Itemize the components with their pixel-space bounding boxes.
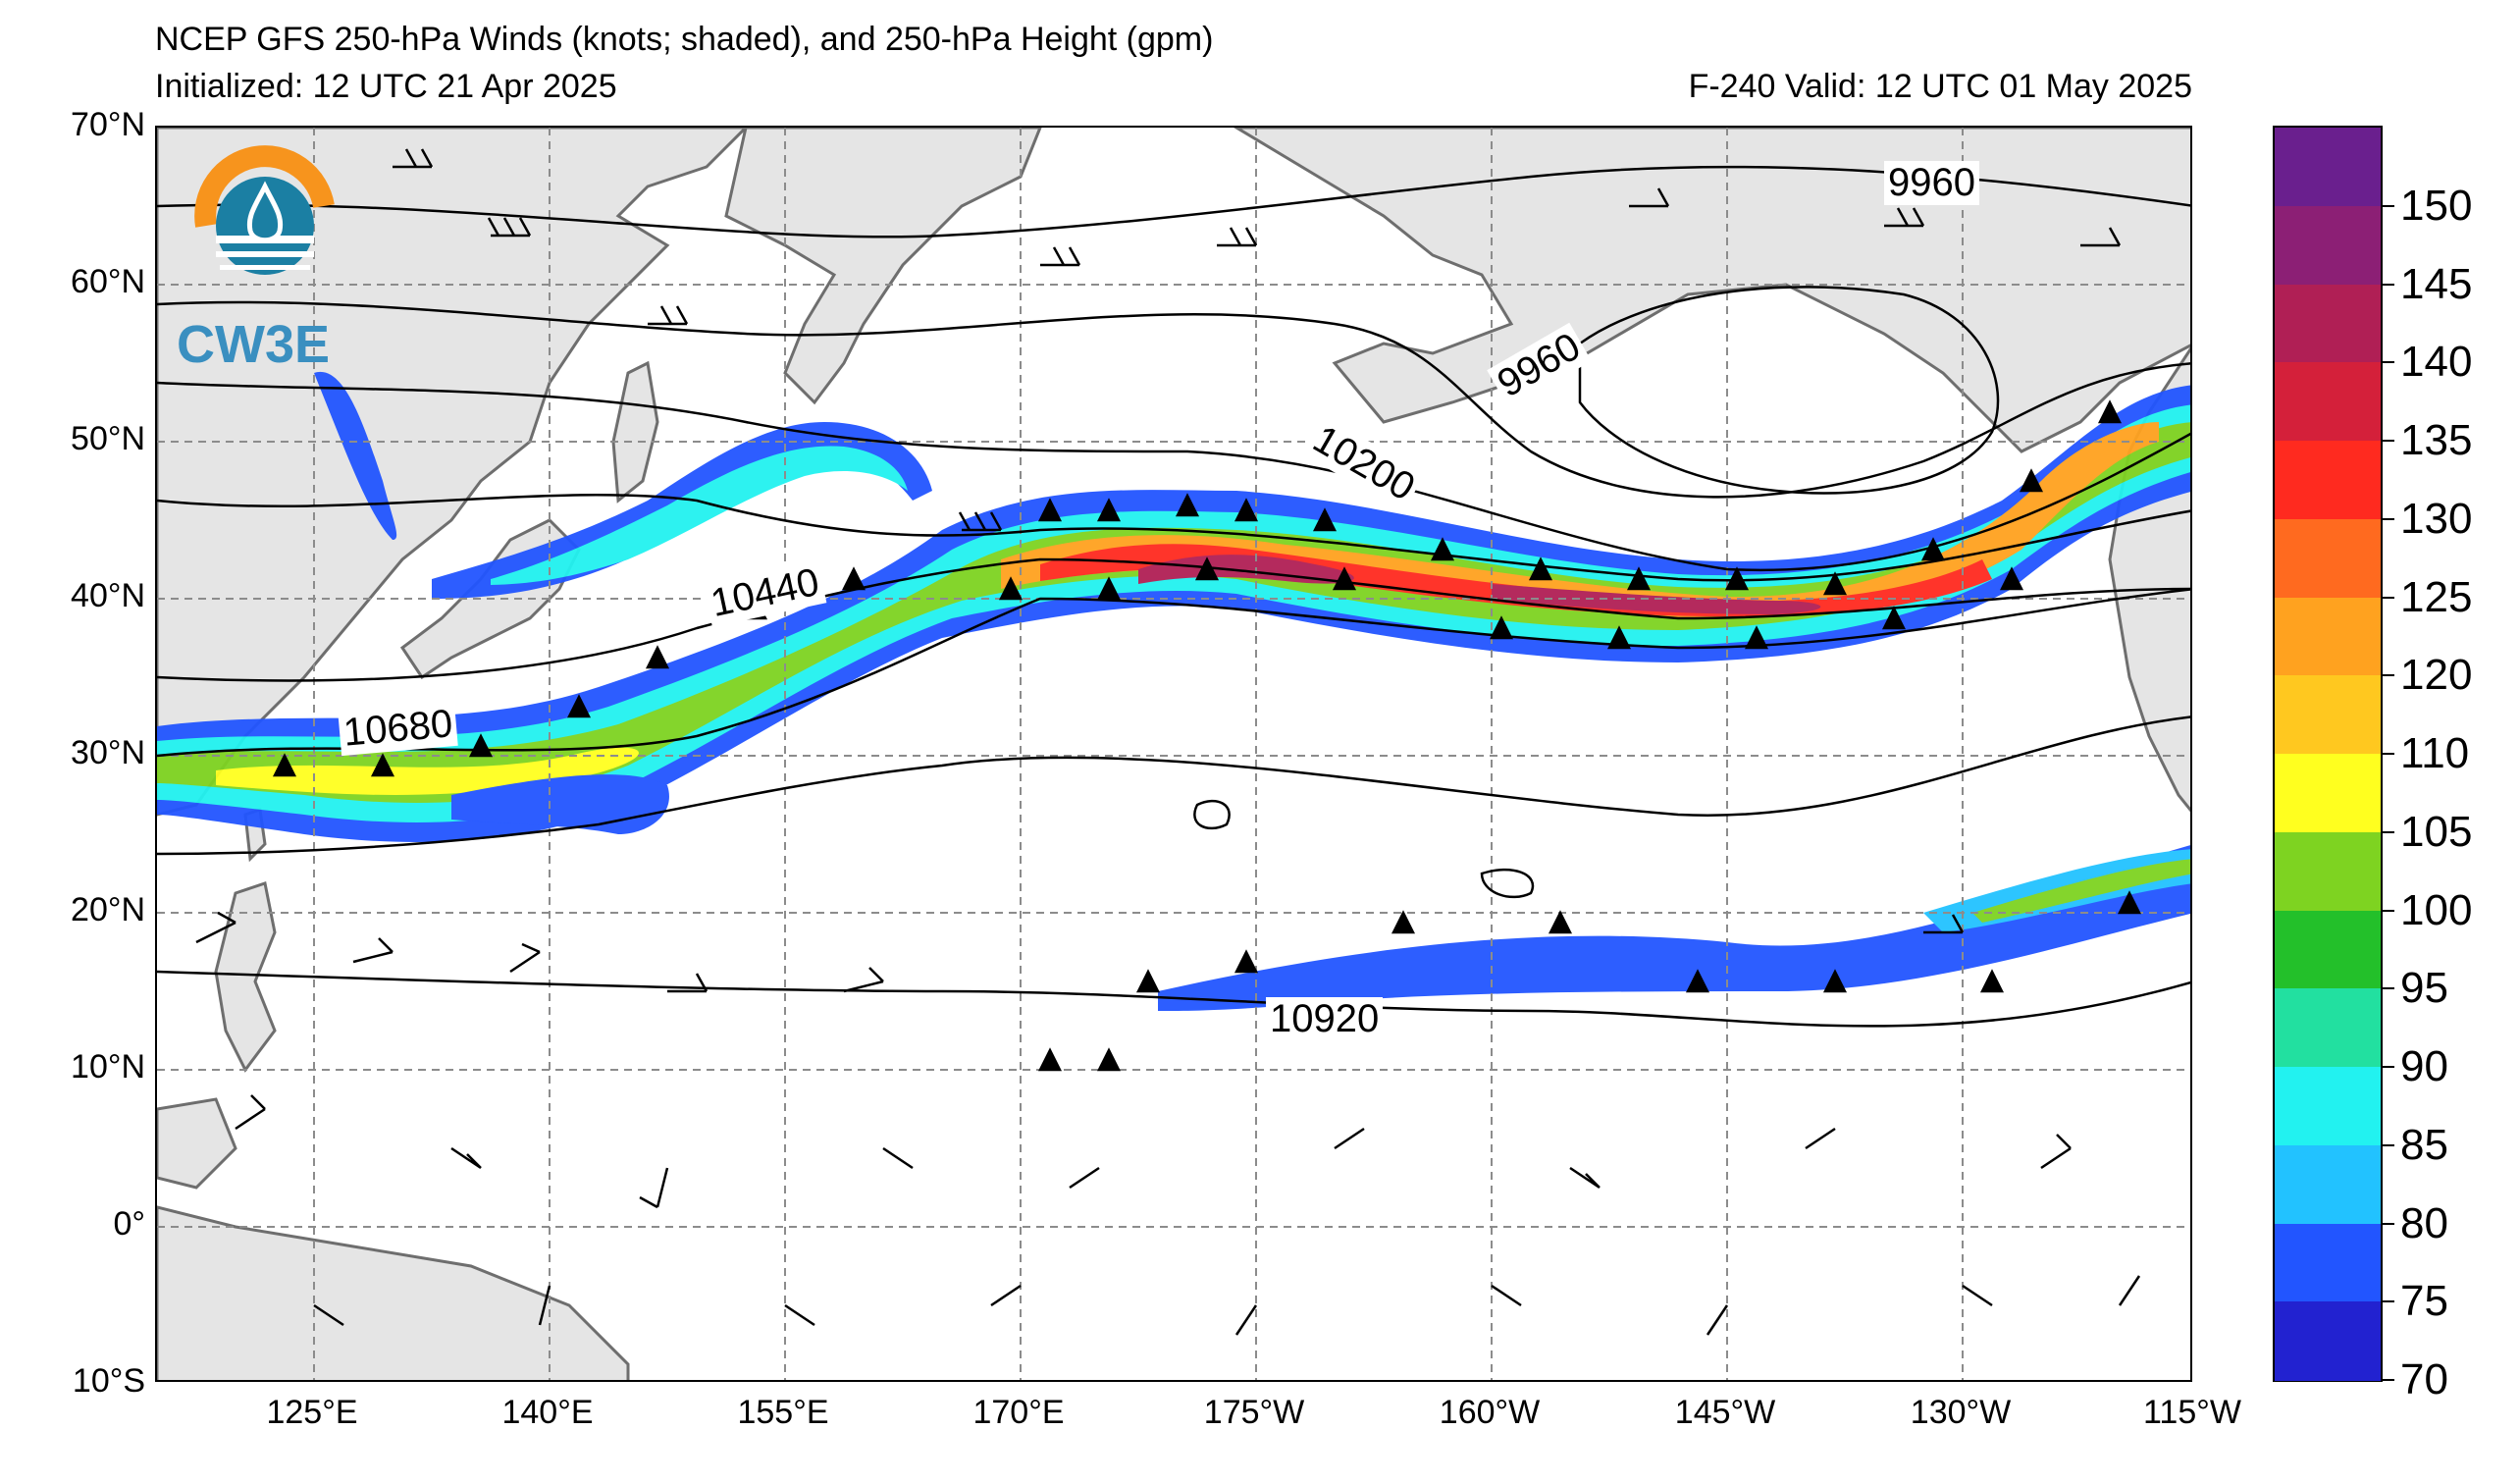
lat-label: 0° (113, 1205, 145, 1243)
colorbar-label: 150 (2400, 181, 2473, 230)
colorbar-segment (2275, 1144, 2381, 1225)
lon-label: 170°E (972, 1394, 1065, 1431)
colorbar-label: 110 (2400, 729, 2470, 777)
gridlines (157, 128, 2190, 1380)
colorbar-label: 80 (2400, 1198, 2448, 1247)
colorbar-tick (2383, 830, 2394, 833)
colorbar-segment (2275, 754, 2381, 833)
colorbar-segment (2275, 675, 2381, 755)
colorbar-tick (2383, 1143, 2394, 1146)
barb-row-subtropical (1037, 890, 2142, 1072)
colorbar-label: 135 (2400, 416, 2473, 464)
lat-label: 60°N (71, 263, 145, 300)
new-guinea-landmass (157, 1205, 630, 1380)
colorbar-segment (2275, 831, 2381, 912)
contour-label: 10920 (1266, 997, 1384, 1041)
colorbar-tick (2383, 1379, 2394, 1381)
colorbar (2273, 126, 2383, 1382)
colorbar-segment (2275, 597, 2381, 677)
colorbar-segment (2275, 441, 2381, 520)
colorbar-tick (2383, 1066, 2394, 1068)
initialized-time: Initialized: 12 UTC 21 Apr 2025 (155, 68, 617, 105)
colorbar-tick (2383, 517, 2394, 520)
colorbar-tick (2383, 361, 2394, 364)
barb-row-tropics (195, 911, 2141, 1336)
colorbar-segment (2275, 518, 2381, 599)
lon-label: 140°E (501, 1394, 594, 1431)
lon-label: 130°W (1910, 1394, 2012, 1431)
colorbar-segment (2275, 205, 2381, 286)
alaska-landmass (1234, 128, 2190, 453)
colorbar-segment (2275, 362, 2381, 442)
cw3e-logo-icon (194, 145, 335, 275)
colorbar-segment (2275, 284, 2381, 364)
colorbar-tick (2383, 753, 2394, 755)
lon-label: 115°W (2143, 1394, 2241, 1431)
kamchatka-landmass (724, 128, 1042, 405)
subtropical-jet-band (1158, 845, 2190, 1011)
colorbar-label: 130 (2400, 494, 2473, 543)
colorbar-label: 75 (2400, 1277, 2448, 1326)
colorbar-label: 90 (2400, 1042, 2448, 1090)
north-jet-band-inner (491, 446, 908, 585)
lat-label: 10°S (72, 1362, 145, 1400)
philippines-landmass (214, 881, 277, 1073)
contour-label: 9960 (1884, 161, 1979, 205)
subtropical-jet-green (1972, 859, 2190, 923)
colorbar-segment (2275, 988, 2381, 1068)
lon-label: 155°E (737, 1394, 829, 1431)
colorbar-segment (2275, 1301, 2381, 1381)
colorbar-label: 95 (2400, 964, 2448, 1013)
colorbar-tick (2383, 1222, 2394, 1225)
colorbar-label: 85 (2400, 1120, 2448, 1169)
colorbar-segment (2275, 1223, 2381, 1303)
lat-label: 50°N (71, 420, 145, 457)
colorbar-label: 100 (2400, 885, 2473, 934)
map-panel (155, 126, 2192, 1382)
cw3e-logo: CW3E (177, 137, 353, 383)
map-canvas (157, 128, 2190, 1380)
colorbar-label: 120 (2400, 651, 2473, 700)
colorbar-tick (2383, 987, 2394, 990)
lat-label: 40°N (71, 577, 145, 614)
borneo-landmass (157, 1097, 237, 1190)
okhotsk-jet-band (314, 371, 397, 540)
colorbar-tick (2383, 674, 2394, 677)
colorbar-segment (2275, 128, 2381, 207)
barb-row-north (393, 148, 2122, 326)
colorbar-label: 70 (2400, 1355, 2448, 1404)
lat-label: 10°N (71, 1048, 145, 1086)
colorbar-label: 105 (2400, 807, 2473, 856)
colorbar-label: 145 (2400, 259, 2473, 308)
colorbar-label: 125 (2400, 572, 2473, 621)
lon-label: 160°W (1439, 1394, 1541, 1431)
jet-band-100 (157, 422, 2190, 804)
colorbar-tick (2383, 440, 2394, 442)
colorbar-segment (2275, 910, 2381, 990)
colorbar-tick (2383, 1300, 2394, 1303)
colorbar-tick (2383, 283, 2394, 286)
colorbar-tick (2383, 909, 2394, 912)
sakhalin-landmass (611, 360, 659, 503)
lon-label: 175°W (1203, 1394, 1305, 1431)
lon-label: 145°W (1674, 1394, 1776, 1431)
lat-label: 70°N (71, 106, 145, 143)
valid-time: F-240 Valid: 12 UTC 01 May 2025 (1688, 68, 2192, 105)
west-jet-band-tail (451, 774, 669, 834)
colorbar-tick (2383, 204, 2394, 207)
chart-title: NCEP GFS 250-hPa Winds (knots; shaded), … (155, 21, 1214, 58)
height-contours (157, 165, 2190, 1028)
colorbar-tick (2383, 596, 2394, 599)
lat-label: 30°N (71, 734, 145, 771)
lon-label: 125°E (266, 1394, 358, 1431)
logo-text: CW3E (177, 315, 331, 374)
lat-label: 20°N (71, 891, 145, 928)
colorbar-label: 140 (2400, 338, 2473, 387)
colorbar-segment (2275, 1067, 2381, 1146)
